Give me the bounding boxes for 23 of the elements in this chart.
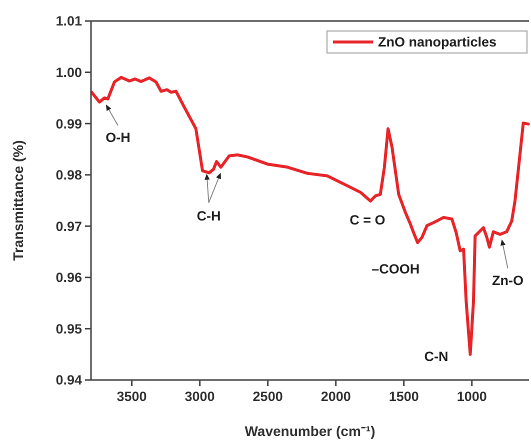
x-tick-label: 2000 [320,389,351,404]
legend-label: ZnO nanoparticles [378,34,497,50]
annotation: C-H [196,208,221,224]
x-tick-label: 3000 [184,389,215,404]
y-tick-label: 0.94 [56,372,82,388]
annotation: C = O [350,212,386,228]
y-tick-label: 1.01 [56,14,82,29]
y-axis-title: Transmittance (%) [10,140,26,261]
x-tick-label: 2500 [252,389,283,404]
x-axis-title: Wavenumber (cm⁻¹) [244,423,376,439]
annotation: –COOH [372,261,420,276]
y-tick-label: 0.96 [56,270,82,286]
y-tick-label: 0.95 [56,321,82,336]
x-tick-label: 3500 [116,389,147,404]
y-tick-label: 0.98 [56,168,82,183]
y-tick-label: 0.97 [56,218,82,234]
y-tick-label: 1.00 [56,65,82,80]
annotation: C-N [424,349,448,364]
x-tick-label: 1500 [388,389,419,404]
annotation: Zn-O [492,273,524,288]
x-tick-label: 1000 [456,389,487,404]
annotation: O-H [106,130,130,146]
y-tick-label: 0.99 [56,116,82,132]
